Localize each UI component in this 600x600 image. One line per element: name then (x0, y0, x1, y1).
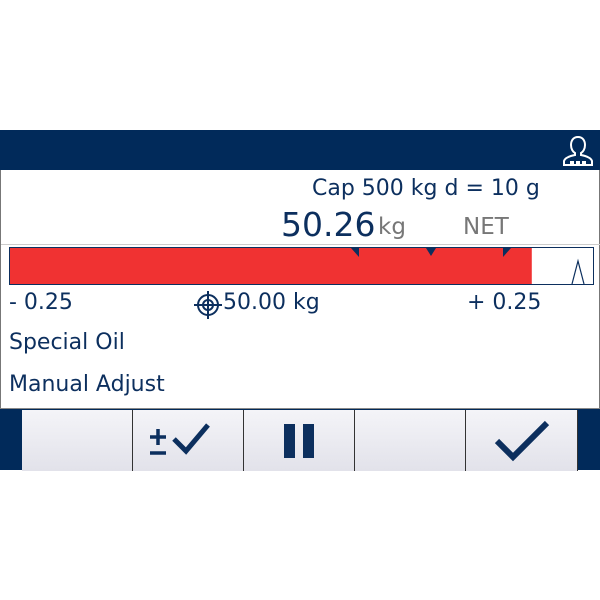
tolerance-marker-high (503, 248, 511, 257)
weight-pointer (571, 258, 585, 285)
net-indicator: NET (463, 214, 509, 240)
user-icon[interactable] (561, 134, 595, 168)
target-bargraph (9, 247, 594, 285)
target-marker (426, 248, 436, 256)
bargraph-fill (10, 248, 532, 284)
weight-value: 50.26 (281, 205, 376, 244)
header-bar (0, 130, 600, 170)
plus-minus-check-icon (150, 422, 210, 455)
target-icon (194, 291, 222, 319)
softkey-pause[interactable] (244, 410, 355, 471)
info-line-mode: Manual Adjust (9, 372, 165, 397)
softkey-bar (0, 408, 600, 471)
scale-capacity: Cap 500 kg d = 10 g (312, 176, 540, 201)
tolerance-plus: + 0.25 (467, 290, 542, 315)
softkey-1[interactable] (22, 410, 133, 471)
tolerance-marker-low (351, 248, 359, 257)
weighing-panel: Cap 500 kg d = 10 g 50.26 kg NET - 0.25 … (0, 170, 600, 408)
info-line-product: Special Oil (9, 330, 125, 355)
target-weight: 50.00 kg (223, 290, 320, 315)
check-icon (494, 420, 549, 461)
softkey-4[interactable] (355, 410, 466, 471)
softkey-manual-adjust[interactable] (133, 410, 244, 471)
softkey-confirm[interactable] (466, 410, 578, 471)
pause-icon (284, 423, 314, 458)
weight-unit: kg (378, 214, 406, 240)
tolerance-minus: - 0.25 (9, 290, 73, 315)
